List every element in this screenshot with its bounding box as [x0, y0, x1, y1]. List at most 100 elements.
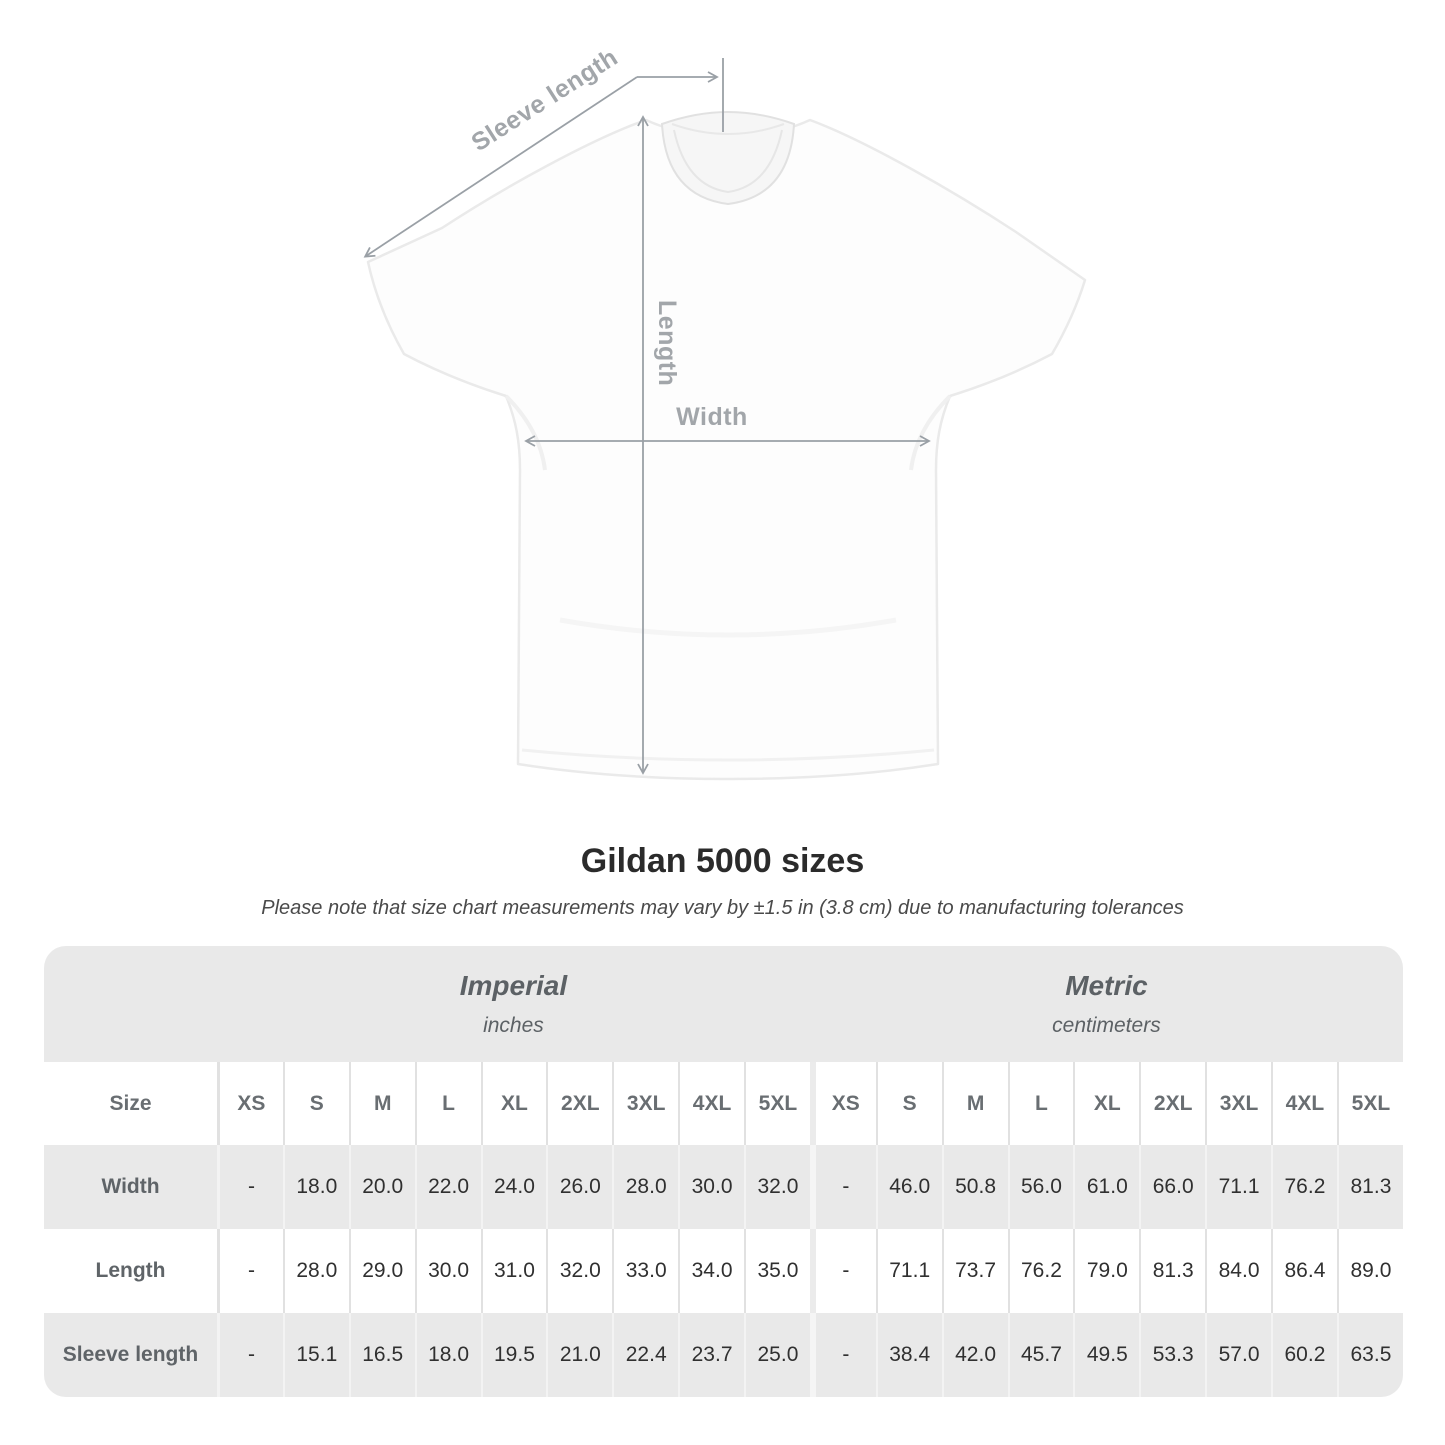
- value-cell: 57.0: [1205, 1313, 1271, 1397]
- col-header-metric-4xl: 4XL: [1271, 1062, 1337, 1145]
- value-cell: 84.0: [1205, 1229, 1271, 1313]
- col-header-imperial-2xl: 2XL: [546, 1062, 613, 1145]
- title-block: Gildan 5000 sizes Please note that size …: [0, 842, 1445, 920]
- value-cell: 42.0: [941, 1313, 1008, 1397]
- value-cell: 79.0: [1073, 1229, 1140, 1313]
- tolerance-note: Please note that size chart measurements…: [261, 897, 1184, 919]
- value-cell: 33.0: [612, 1229, 679, 1313]
- value-cell: 15.1: [282, 1313, 349, 1397]
- sleeve-length-arrow: [363, 76, 638, 258]
- length-label: Length: [653, 300, 681, 387]
- col-header-imperial-m: M: [348, 1062, 415, 1145]
- value-cell: 22.4: [612, 1313, 679, 1397]
- col-header-imperial-s: S: [282, 1062, 349, 1145]
- col-header-imperial-xs: XS: [217, 1062, 283, 1145]
- value-cell: 86.4: [1271, 1229, 1337, 1313]
- value-cell: 28.0: [612, 1145, 679, 1229]
- metric-unit: centimeters: [1052, 1014, 1161, 1037]
- value-cell: 30.0: [414, 1229, 481, 1313]
- value-cell: 19.5: [480, 1313, 547, 1397]
- value-cell: 63.5: [1336, 1313, 1403, 1397]
- value-cell: 32.0: [546, 1229, 613, 1313]
- value-cell: -: [809, 1145, 876, 1229]
- imperial-section-header: Imperial inches: [217, 946, 810, 1062]
- col-header-imperial-3xl: 3XL: [612, 1062, 679, 1145]
- value-cell: 76.2: [1007, 1229, 1074, 1313]
- col-header-metric-s: S: [875, 1062, 942, 1145]
- value-cell: 71.1: [1205, 1145, 1271, 1229]
- value-cell: 66.0: [1139, 1145, 1206, 1229]
- value-cell: 29.0: [348, 1229, 415, 1313]
- col-header-metric-xl: XL: [1073, 1062, 1140, 1145]
- value-cell: 60.2: [1271, 1313, 1337, 1397]
- unit-band-row: Imperial inches Metric centimeters: [44, 946, 1403, 1062]
- value-cell: -: [809, 1229, 876, 1313]
- collar: [660, 110, 796, 206]
- col-header-metric-3xl: 3XL: [1205, 1062, 1271, 1145]
- value-cell: 18.0: [414, 1313, 481, 1397]
- value-cell: 24.0: [480, 1145, 547, 1229]
- col-header-metric-5xl: 5XL: [1336, 1062, 1403, 1145]
- value-cell: 25.0: [744, 1313, 810, 1397]
- value-cell: 89.0: [1336, 1229, 1403, 1313]
- sleeve-length-row: Sleeve length - 15.1 16.5 18.0 19.5 21.0…: [44, 1313, 1403, 1397]
- value-cell: -: [217, 1313, 283, 1397]
- value-cell: 28.0: [282, 1229, 349, 1313]
- col-header-metric-l: L: [1007, 1062, 1074, 1145]
- width-label: Width: [676, 403, 748, 431]
- value-cell: 61.0: [1073, 1145, 1140, 1229]
- value-cell: 81.3: [1139, 1229, 1206, 1313]
- size-column-header: Size: [44, 1062, 217, 1145]
- col-header-imperial-xl: XL: [480, 1062, 547, 1145]
- size-table: Imperial inches Metric centimeters Size …: [44, 946, 1403, 1397]
- value-cell: 81.3: [1336, 1145, 1403, 1229]
- band-corner: [44, 946, 217, 1062]
- length-row: Length - 28.0 29.0 30.0 31.0 32.0 33.0 3…: [44, 1229, 1403, 1313]
- value-cell: 20.0: [348, 1145, 415, 1229]
- metric-section-header: Metric centimeters: [809, 946, 1403, 1062]
- width-row: Width - 18.0 20.0 22.0 24.0 26.0 28.0 30…: [44, 1145, 1403, 1229]
- value-cell: -: [217, 1229, 283, 1313]
- value-cell: 53.3: [1139, 1313, 1206, 1397]
- col-header-metric-2xl: 2XL: [1139, 1062, 1206, 1145]
- value-cell: 23.7: [678, 1313, 744, 1397]
- row-label: Width: [44, 1145, 217, 1229]
- size-header-row: Size XS S M L XL 2XL 3XL 4XL 5XL XS S M …: [44, 1062, 1403, 1145]
- value-cell: 21.0: [546, 1313, 613, 1397]
- col-header-imperial-5xl: 5XL: [744, 1062, 810, 1145]
- value-cell: 22.0: [414, 1145, 481, 1229]
- col-header-metric-xs: XS: [809, 1062, 876, 1145]
- value-cell: 18.0: [282, 1145, 349, 1229]
- value-cell: 35.0: [744, 1229, 810, 1313]
- col-header-imperial-l: L: [414, 1062, 481, 1145]
- value-cell: 73.7: [941, 1229, 1008, 1313]
- value-cell: 56.0: [1007, 1145, 1074, 1229]
- metric-title: Metric: [1065, 970, 1148, 1001]
- value-cell: 32.0: [744, 1145, 810, 1229]
- value-cell: 76.2: [1271, 1145, 1337, 1229]
- tshirt-measurement-diagram: Sleeve length Length Width: [363, 43, 1087, 781]
- measurement-arrows: [363, 58, 931, 775]
- imperial-title: Imperial: [459, 970, 568, 1001]
- page-title: Gildan 5000 sizes: [580, 842, 865, 880]
- value-cell: 50.8: [941, 1145, 1008, 1229]
- value-cell: 26.0: [546, 1145, 613, 1229]
- imperial-unit: inches: [483, 1014, 544, 1037]
- col-header-imperial-4xl: 4XL: [678, 1062, 744, 1145]
- value-cell: 71.1: [875, 1229, 942, 1313]
- value-cell: 16.5: [348, 1313, 415, 1397]
- value-cell: 30.0: [678, 1145, 744, 1229]
- row-label: Sleeve length: [44, 1313, 217, 1397]
- value-cell: 49.5: [1073, 1313, 1140, 1397]
- value-cell: 46.0: [875, 1145, 942, 1229]
- value-cell: -: [809, 1313, 876, 1397]
- value-cell: 38.4: [875, 1313, 942, 1397]
- row-label: Length: [44, 1229, 217, 1313]
- tshirt-silhouette: [366, 110, 1087, 781]
- value-cell: 45.7: [1007, 1313, 1074, 1397]
- value-cell: -: [217, 1145, 283, 1229]
- value-cell: 34.0: [678, 1229, 744, 1313]
- value-cell: 31.0: [480, 1229, 547, 1313]
- tshirt-diagram-svg: [363, 58, 1087, 781]
- col-header-metric-m: M: [941, 1062, 1008, 1145]
